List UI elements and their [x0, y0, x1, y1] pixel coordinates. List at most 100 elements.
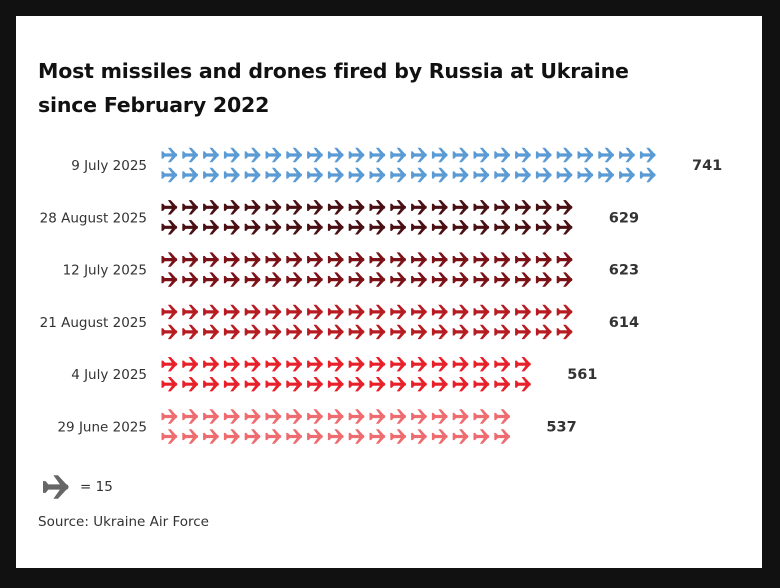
plane-icon-partial — [577, 220, 594, 235]
plane-icon — [223, 272, 240, 287]
plane-icon — [369, 357, 386, 372]
plane-icon — [369, 377, 386, 392]
plane-icon — [473, 377, 490, 392]
plane-icon — [327, 304, 344, 320]
plane-icon — [307, 409, 323, 424]
plane-icon — [452, 324, 469, 340]
plane-icon — [203, 324, 219, 340]
plane-icon-partial — [577, 272, 591, 287]
plane-icon — [161, 272, 178, 287]
plane-icon — [161, 304, 178, 320]
plane-icon — [556, 304, 573, 320]
category-label: 21 August 2025 — [40, 315, 147, 331]
plane-icon — [452, 147, 469, 163]
plane-icon — [411, 167, 427, 183]
plane-icon — [411, 220, 427, 235]
plane-icon — [43, 475, 69, 499]
bar-row — [161, 409, 531, 444]
plane-icon — [327, 147, 344, 163]
chart-title: Most missiles and drones fired by Russia… — [38, 59, 629, 117]
plane-icon — [203, 272, 219, 287]
plane-icon — [244, 252, 261, 267]
plane-icon — [307, 377, 323, 392]
plane-icon-partial — [515, 409, 531, 424]
plane-icon — [348, 220, 365, 235]
plane-icon — [348, 357, 365, 372]
plane-icon — [535, 200, 552, 215]
plane-icon — [494, 147, 511, 163]
value-label: 614 — [609, 315, 639, 331]
plane-icon — [161, 324, 178, 340]
plane-icon — [161, 429, 178, 444]
plane-icon — [452, 357, 469, 372]
chart-card: Most missiles and drones fired by Russia… — [16, 16, 762, 568]
plane-icon — [411, 324, 427, 340]
value-label: 561 — [567, 367, 597, 383]
plane-icon — [515, 220, 531, 235]
plane-icon — [556, 220, 573, 235]
source-note: Source: Ukraine Air Force — [38, 514, 209, 530]
plane-icon — [348, 167, 365, 183]
plane-icon — [327, 377, 344, 392]
plane-icon — [390, 324, 407, 340]
plane-icon — [431, 304, 448, 320]
plane-icon — [182, 167, 199, 183]
plane-icon — [411, 272, 427, 287]
plane-icon — [411, 200, 427, 215]
plane-icon — [452, 252, 469, 267]
plane-icon — [265, 252, 282, 267]
plane-icon — [286, 167, 303, 183]
plane-icon — [182, 220, 199, 235]
plane-icon — [327, 357, 344, 372]
plane-icon — [369, 429, 386, 444]
plane-icon — [390, 429, 407, 444]
plane-icon — [223, 409, 240, 424]
plane-icon — [535, 167, 552, 183]
plane-icon — [265, 200, 282, 215]
category-label: 4 July 2025 — [71, 367, 147, 383]
plane-icon — [452, 272, 469, 287]
plane-icon — [473, 324, 490, 340]
plane-icon — [182, 252, 199, 267]
plane-icon — [161, 252, 178, 267]
plane-icon — [182, 357, 199, 372]
plane-icon — [431, 147, 448, 163]
plane-icon — [348, 409, 365, 424]
plane-icon — [535, 220, 552, 235]
plane-icon — [619, 147, 635, 163]
plane-icon — [619, 167, 635, 183]
plane-icon — [431, 324, 448, 340]
plane-icon — [307, 272, 323, 287]
plane-icon — [265, 272, 282, 287]
plane-icon — [639, 167, 656, 183]
plane-icon — [535, 147, 552, 163]
legend: = 15 — [36, 474, 113, 500]
plane-icon — [494, 409, 511, 424]
plane-icon — [369, 167, 386, 183]
plane-icon — [161, 147, 178, 163]
plane-icon — [556, 272, 573, 287]
plane-icon — [598, 167, 615, 183]
plane-icon — [161, 220, 178, 235]
plane-icon — [223, 324, 240, 340]
plane-icon — [473, 200, 490, 215]
plane-icon — [452, 377, 469, 392]
plane-icon — [327, 220, 344, 235]
plane-icon — [494, 324, 511, 340]
plane-icon — [556, 200, 573, 215]
plane-icon — [494, 377, 511, 392]
plane-icon — [556, 324, 573, 340]
plane-icon — [411, 252, 427, 267]
plane-icon — [286, 200, 303, 215]
plane-icon — [515, 252, 531, 267]
plane-icon — [286, 377, 303, 392]
plane-icon — [494, 200, 511, 215]
plane-icon — [327, 272, 344, 287]
plane-icon — [390, 409, 407, 424]
plane-icon — [515, 272, 531, 287]
plane-icon — [494, 429, 511, 444]
plane-icon — [265, 147, 282, 163]
plane-icon — [577, 167, 594, 183]
bar-row — [161, 304, 585, 340]
plane-icon — [577, 147, 594, 163]
